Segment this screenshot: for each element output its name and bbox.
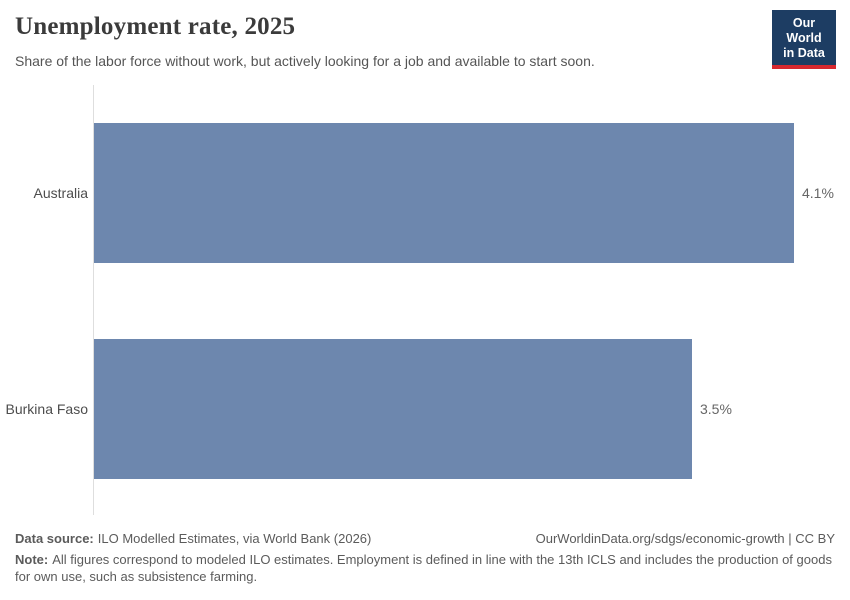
note-label: Note: [15,551,49,567]
value-label: 4.1% [802,185,834,201]
category-label: Burkina Faso [5,401,88,417]
bar-row: Burkina Faso 3.5% [0,339,850,479]
owid-logo[interactable]: Our World in Data [772,10,836,69]
chart-footer: Data source: ILO Modelled Estimates, via … [15,531,835,586]
bar[interactable] [94,339,692,479]
footer-link: OurWorldinData.org/sdgs/economic-growth … [535,531,835,546]
data-source-text: ILO Modelled Estimates, via World Bank (… [97,531,372,546]
chart-note: Note: All figures correspond to modeled I… [15,552,835,586]
bar[interactable] [94,123,794,263]
owid-logo-line2: in Data [783,46,825,60]
data-source-label: Data source: [15,531,94,546]
page-title: Unemployment rate, 2025 [15,13,296,40]
chart-subtitle: Share of the labor force without work, b… [15,53,595,69]
note-text: All figures correspond to modeled ILO es… [15,551,832,584]
value-label: 3.5% [700,401,732,417]
y-axis-line [93,85,94,515]
category-label: Australia [33,185,88,201]
bar-chart: Australia 4.1% Burkina Faso 3.5% [0,85,850,515]
bar-row: Australia 4.1% [0,123,850,263]
owid-logo-line1: Our World [786,16,822,45]
data-source: Data source: ILO Modelled Estimates, via … [15,531,371,548]
